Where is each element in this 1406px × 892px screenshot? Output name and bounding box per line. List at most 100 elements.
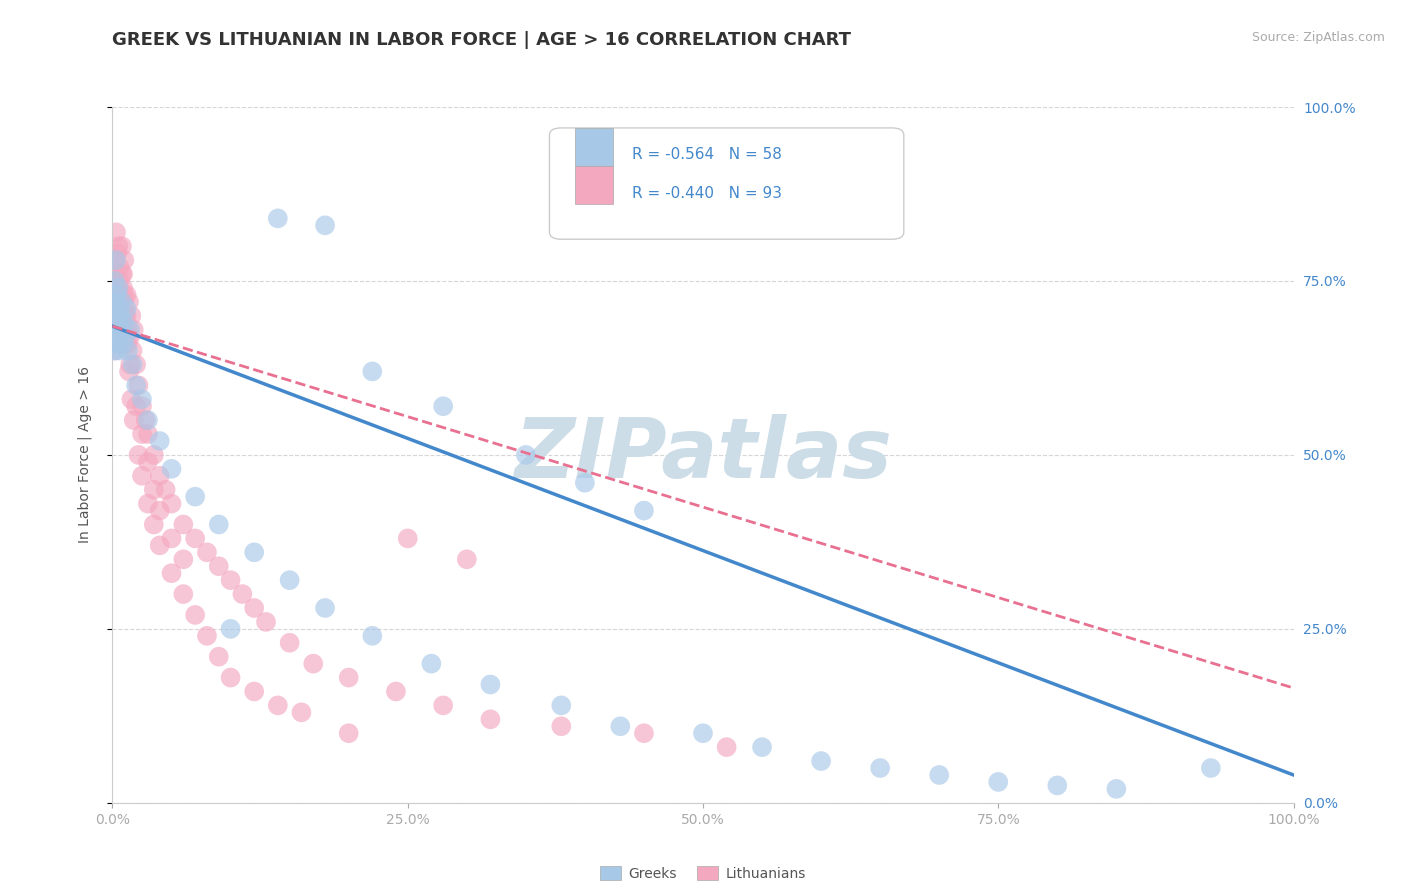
Point bbox=[160, 532, 183, 546]
Point bbox=[219, 573, 242, 587]
Point bbox=[810, 754, 832, 768]
Point bbox=[208, 649, 231, 664]
Point bbox=[160, 462, 183, 476]
Point bbox=[278, 636, 301, 650]
Point bbox=[108, 301, 131, 316]
Point bbox=[928, 768, 950, 782]
Point bbox=[172, 517, 194, 532]
Text: R = -0.440   N = 93: R = -0.440 N = 93 bbox=[633, 186, 782, 201]
Point bbox=[127, 448, 149, 462]
Point bbox=[122, 323, 145, 337]
Point bbox=[219, 622, 242, 636]
Point bbox=[104, 274, 127, 288]
Point bbox=[385, 684, 408, 698]
FancyBboxPatch shape bbox=[550, 128, 904, 239]
Point bbox=[115, 309, 138, 323]
Point bbox=[361, 629, 384, 643]
Point bbox=[136, 497, 159, 511]
Point bbox=[254, 615, 277, 629]
Point bbox=[112, 253, 135, 268]
Point bbox=[267, 211, 290, 226]
Point bbox=[105, 288, 128, 302]
Point bbox=[243, 545, 266, 559]
Point bbox=[432, 698, 454, 713]
Point bbox=[115, 301, 138, 316]
Point bbox=[125, 378, 148, 392]
Point bbox=[105, 253, 128, 268]
Legend: Greeks, Lithuanians: Greeks, Lithuanians bbox=[595, 861, 811, 887]
Point bbox=[396, 532, 419, 546]
Point bbox=[278, 573, 301, 587]
Point bbox=[120, 323, 142, 337]
Point bbox=[105, 225, 128, 239]
Point bbox=[104, 253, 127, 268]
Point bbox=[117, 336, 139, 351]
Text: R = -0.564   N = 58: R = -0.564 N = 58 bbox=[633, 147, 782, 162]
Point bbox=[110, 309, 132, 323]
Point bbox=[103, 274, 125, 288]
Point bbox=[337, 726, 360, 740]
Point bbox=[609, 719, 631, 733]
Point bbox=[112, 316, 135, 330]
Point bbox=[104, 294, 127, 309]
Point bbox=[692, 726, 714, 740]
Point bbox=[142, 448, 165, 462]
Point bbox=[172, 552, 194, 566]
Point bbox=[243, 601, 266, 615]
Point bbox=[112, 281, 135, 295]
Text: ZIPatlas: ZIPatlas bbox=[515, 415, 891, 495]
Point bbox=[231, 587, 253, 601]
Point bbox=[574, 475, 596, 490]
Point bbox=[110, 323, 132, 337]
Point bbox=[314, 219, 336, 233]
Point bbox=[105, 246, 128, 260]
Point bbox=[122, 413, 145, 427]
Point bbox=[104, 343, 127, 358]
Point bbox=[108, 343, 131, 358]
Text: GREEK VS LITHUANIAN IN LABOR FORCE | AGE > 16 CORRELATION CHART: GREEK VS LITHUANIAN IN LABOR FORCE | AGE… bbox=[112, 31, 852, 49]
Point bbox=[337, 671, 360, 685]
Point bbox=[160, 497, 183, 511]
Point bbox=[112, 267, 135, 281]
Point bbox=[142, 483, 165, 497]
Point bbox=[118, 294, 141, 309]
Point bbox=[184, 607, 207, 622]
Point bbox=[290, 706, 312, 720]
Point bbox=[184, 532, 207, 546]
Point bbox=[302, 657, 325, 671]
Point bbox=[120, 329, 142, 343]
Point bbox=[115, 288, 138, 302]
Point bbox=[111, 267, 134, 281]
Point bbox=[149, 468, 172, 483]
Point bbox=[550, 719, 572, 733]
Point bbox=[136, 455, 159, 469]
Point bbox=[1105, 781, 1128, 796]
Point bbox=[456, 552, 478, 566]
Point bbox=[103, 323, 125, 337]
Point bbox=[479, 677, 502, 691]
Point bbox=[105, 309, 128, 323]
Point bbox=[105, 294, 128, 309]
Point bbox=[112, 323, 135, 337]
Point bbox=[103, 294, 125, 309]
Point bbox=[125, 358, 148, 372]
Point bbox=[136, 413, 159, 427]
Point bbox=[107, 316, 129, 330]
Point bbox=[111, 239, 134, 253]
Point bbox=[420, 657, 443, 671]
Point bbox=[112, 288, 135, 302]
Point bbox=[142, 517, 165, 532]
Point bbox=[105, 309, 128, 323]
Point bbox=[117, 343, 139, 358]
Point bbox=[103, 323, 125, 337]
Point bbox=[110, 294, 132, 309]
Point bbox=[987, 775, 1010, 789]
Point bbox=[110, 323, 132, 337]
Point bbox=[108, 309, 131, 323]
Point bbox=[120, 392, 142, 407]
Point bbox=[219, 671, 242, 685]
Point bbox=[1046, 778, 1069, 792]
Point bbox=[107, 281, 129, 295]
Point bbox=[155, 483, 177, 497]
Point bbox=[479, 712, 502, 726]
